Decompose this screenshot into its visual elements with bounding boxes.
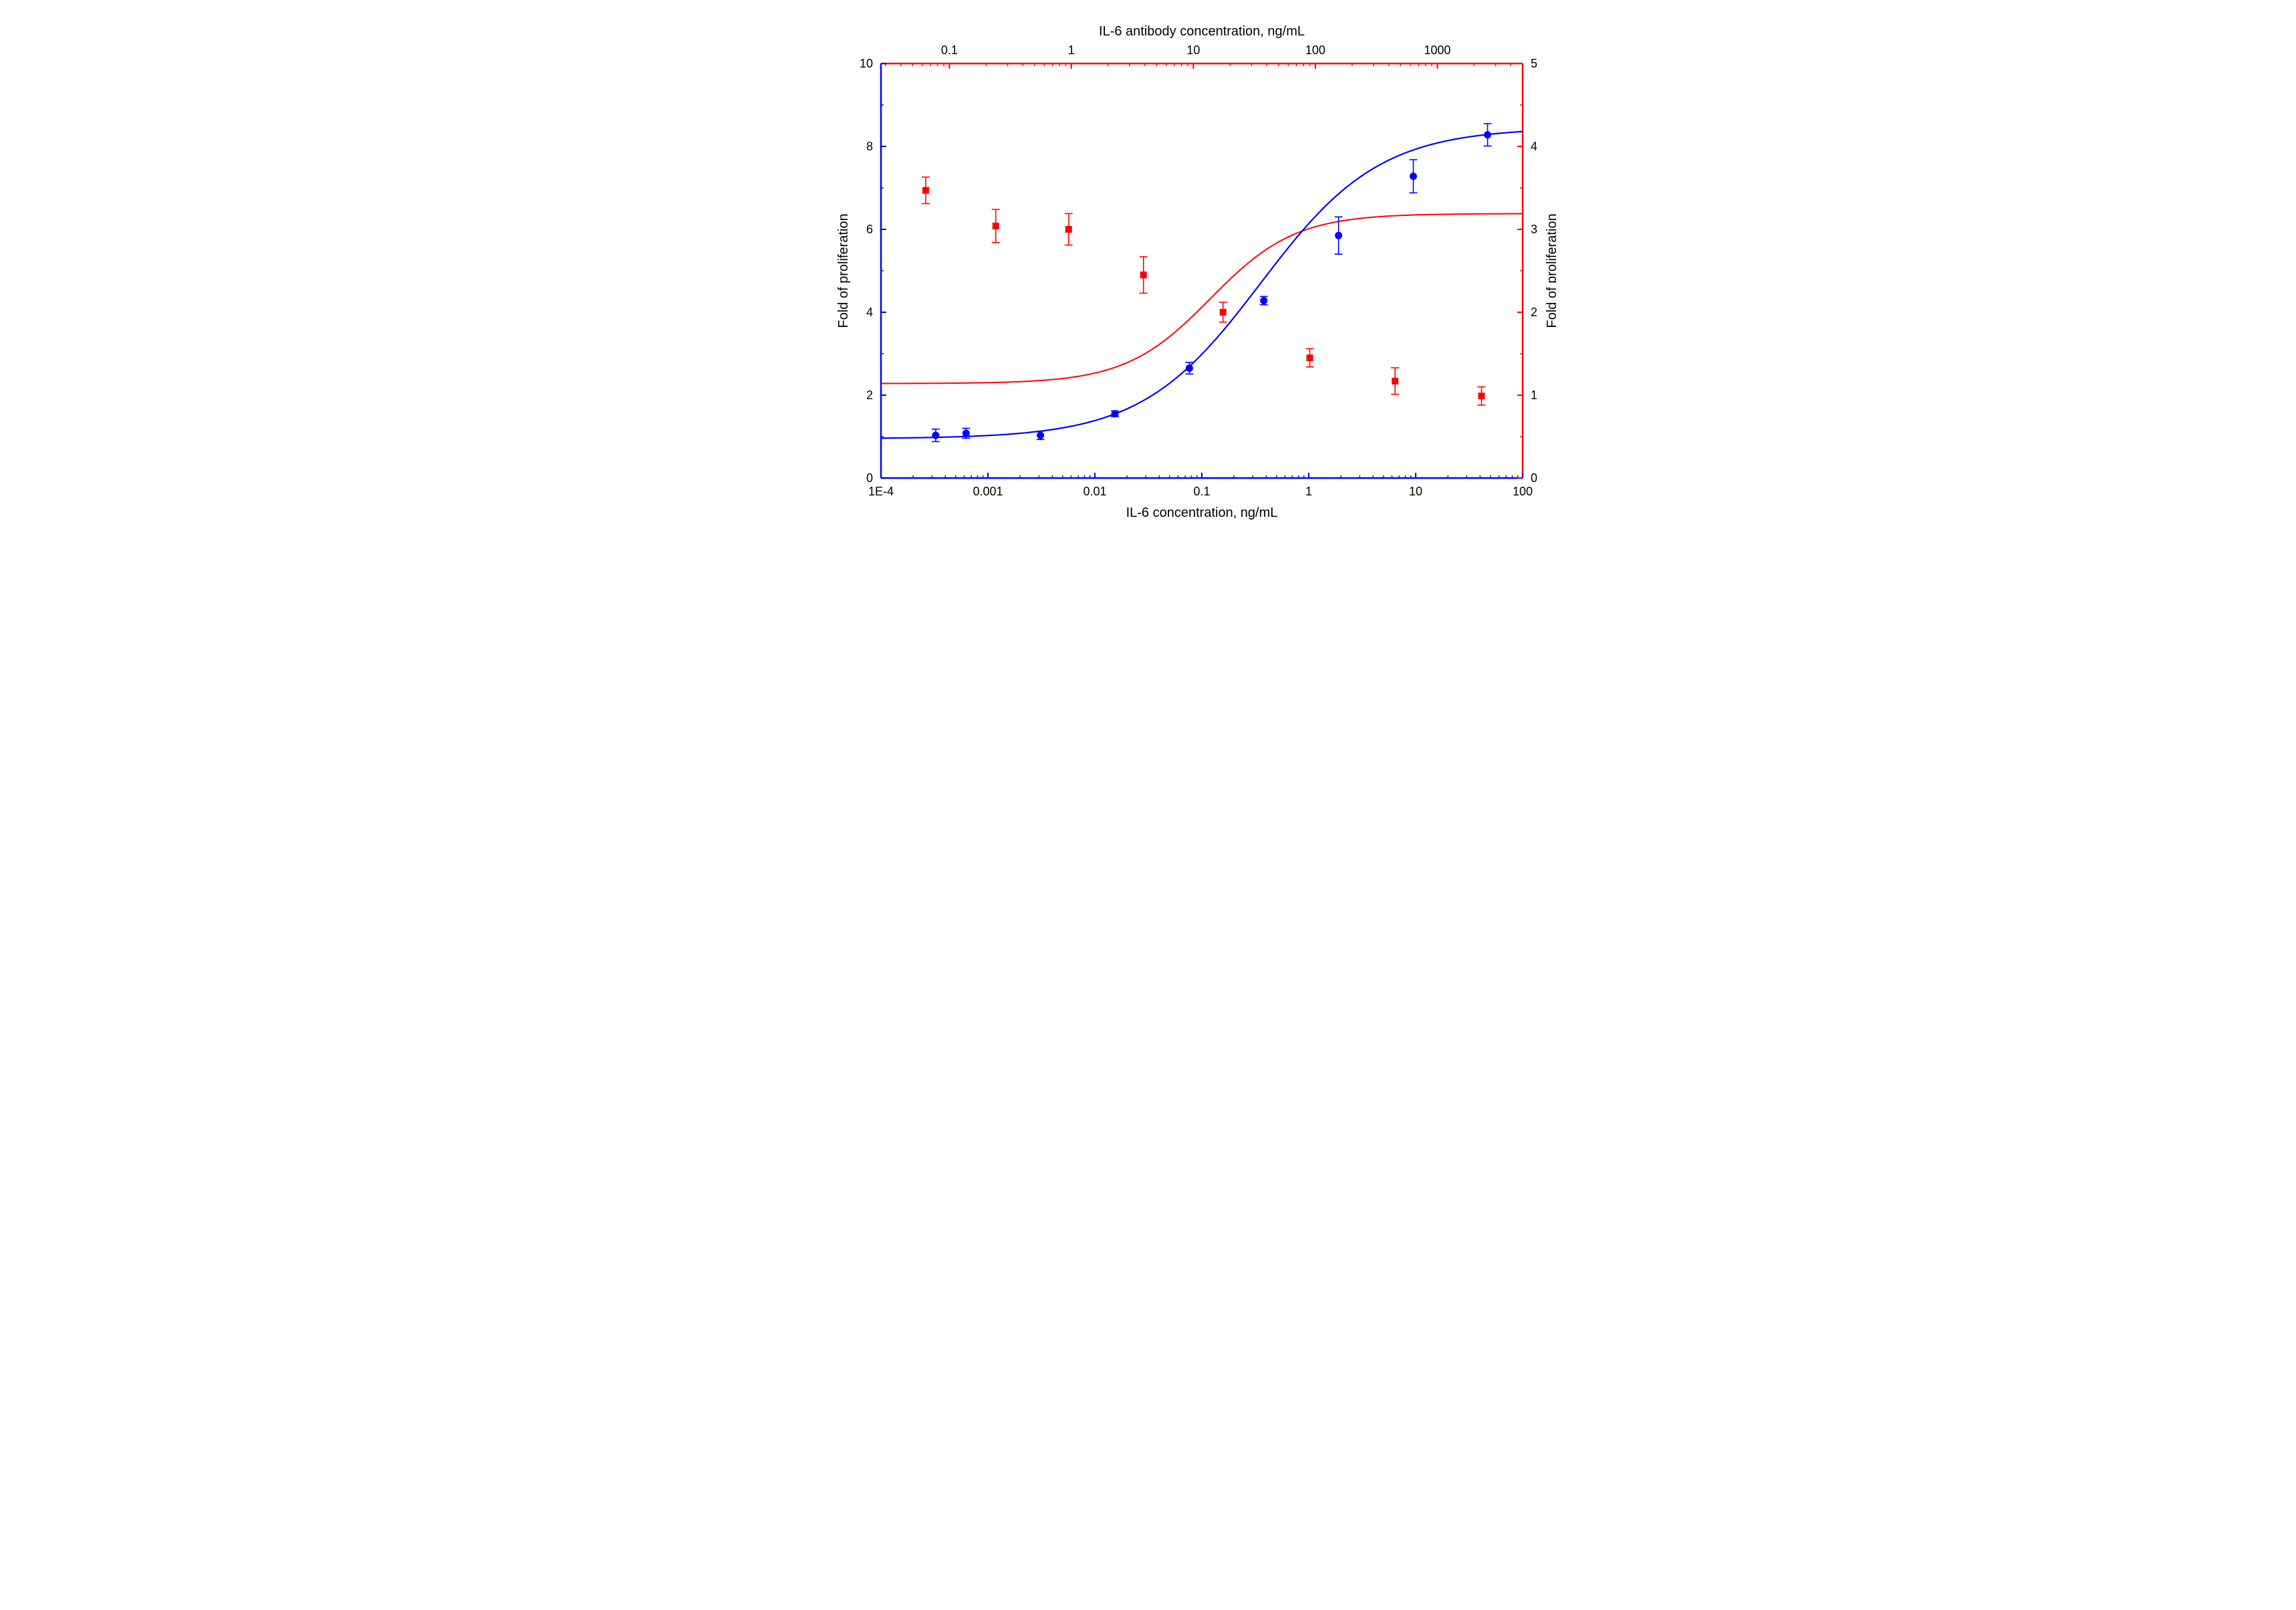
y-left-tick-label: 2	[866, 388, 872, 402]
x-top-tick-label: 1000	[1424, 43, 1450, 57]
data-point	[1219, 309, 1226, 316]
x-bottom-tick-label: 1E-4	[868, 485, 893, 498]
data-point	[1140, 271, 1146, 278]
data-point	[1484, 131, 1491, 138]
data-point	[992, 223, 999, 229]
x-top-axis-title: IL-6 antibody concentration, ng/mL	[1099, 24, 1305, 39]
x-bottom-tick-label: 0.01	[1083, 485, 1106, 498]
red-fit-curve	[881, 214, 1523, 384]
data-point	[1037, 432, 1044, 439]
y-right-tick-label: 5	[1531, 57, 1537, 70]
x-top-tick-label: 0.1	[940, 43, 957, 57]
data-point	[1111, 410, 1118, 417]
x-bottom-tick-label: 100	[1512, 485, 1532, 498]
x-top-tick-label: 10	[1186, 43, 1200, 57]
data-point	[1409, 172, 1416, 180]
y-right-tick-label: 3	[1531, 223, 1537, 236]
x-bottom-tick-label: 0.001	[973, 485, 1003, 498]
x-bottom-tick-label: 0.1	[1193, 485, 1210, 498]
y-right-tick-label: 4	[1531, 140, 1537, 153]
y-right-tick-label: 0	[1531, 471, 1537, 485]
chart-container: 1E-40.0010.010.1110100IL-6 concentration…	[741, 0, 1556, 572]
y-right-axis-title: Fold of proliferation	[1545, 213, 1556, 328]
data-point	[1392, 378, 1398, 384]
dose-response-chart: 1E-40.0010.010.1110100IL-6 concentration…	[741, 0, 1556, 572]
x-top-tick-label: 100	[1305, 43, 1325, 57]
data-point	[1185, 364, 1192, 372]
data-point	[1478, 392, 1485, 399]
y-left-tick-label: 0	[866, 471, 872, 485]
y-right-tick-label: 1	[1531, 388, 1537, 402]
y-left-tick-label: 6	[866, 223, 872, 236]
x-bottom-tick-label: 1	[1305, 485, 1311, 498]
red-series	[921, 177, 1485, 405]
data-point	[1065, 226, 1071, 233]
data-point	[922, 187, 928, 194]
x-bottom-axis-title: IL-6 concentration, ng/mL	[1126, 505, 1277, 520]
data-point	[962, 430, 969, 437]
data-point	[932, 432, 939, 439]
x-top-tick-label: 1	[1067, 43, 1074, 57]
y-left-tick-label: 8	[866, 140, 872, 153]
blue-series	[931, 124, 1491, 442]
y-left-tick-label: 4	[866, 306, 872, 319]
data-point	[1260, 297, 1267, 304]
data-point	[1335, 232, 1342, 239]
x-bottom-tick-label: 10	[1408, 485, 1422, 498]
y-left-axis-title: Fold of proliferation	[836, 213, 851, 328]
data-point	[1306, 354, 1313, 361]
y-left-tick-label: 10	[859, 57, 872, 70]
y-right-tick-label: 2	[1531, 306, 1537, 319]
blue-fit-curve	[881, 132, 1523, 439]
